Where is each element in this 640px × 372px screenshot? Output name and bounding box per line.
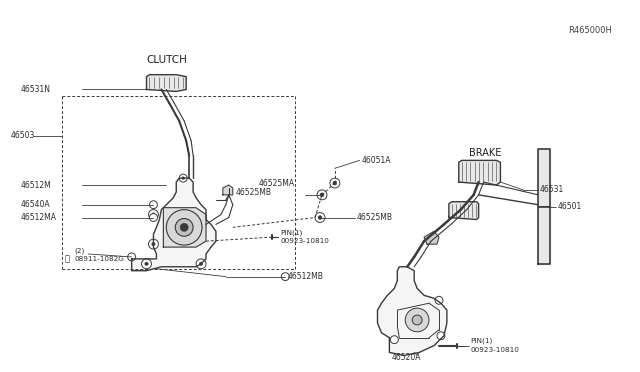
Polygon shape — [147, 75, 186, 92]
Circle shape — [128, 253, 136, 261]
Circle shape — [435, 296, 443, 304]
Circle shape — [150, 214, 157, 221]
Text: 46540A: 46540A — [20, 200, 51, 209]
Circle shape — [141, 259, 152, 269]
Circle shape — [315, 212, 325, 222]
Text: 46531: 46531 — [540, 185, 564, 195]
Text: 46525MB: 46525MB — [356, 213, 393, 222]
Circle shape — [150, 201, 157, 209]
Circle shape — [317, 190, 327, 200]
Text: 46520A: 46520A — [392, 353, 421, 362]
Polygon shape — [459, 160, 500, 185]
Text: Ⓝ: Ⓝ — [64, 254, 69, 263]
Text: 00923-10810: 00923-10810 — [280, 238, 329, 244]
Text: BRAKE: BRAKE — [469, 148, 502, 157]
Polygon shape — [132, 178, 216, 271]
Circle shape — [318, 215, 322, 219]
Text: PIN(1): PIN(1) — [280, 229, 303, 235]
Polygon shape — [163, 208, 206, 247]
Circle shape — [145, 262, 148, 266]
Text: R465000H: R465000H — [568, 26, 612, 35]
Circle shape — [182, 177, 184, 180]
Circle shape — [196, 259, 206, 269]
Text: PIN(1): PIN(1) — [470, 337, 493, 344]
Text: 46512M: 46512M — [20, 180, 51, 189]
Text: 46501: 46501 — [558, 202, 582, 211]
Circle shape — [437, 332, 445, 340]
Circle shape — [333, 181, 337, 185]
Circle shape — [282, 273, 289, 280]
Polygon shape — [223, 185, 233, 195]
Circle shape — [330, 178, 340, 188]
Polygon shape — [378, 267, 447, 355]
Circle shape — [152, 243, 155, 246]
Circle shape — [148, 210, 159, 219]
Text: 46512MB: 46512MB — [287, 272, 323, 281]
Polygon shape — [424, 231, 439, 244]
Circle shape — [390, 336, 398, 344]
Text: 00923-10810: 00923-10810 — [470, 347, 520, 353]
Text: 46051A: 46051A — [362, 156, 391, 165]
Text: CLUTCH: CLUTCH — [146, 55, 187, 65]
Text: 46525MA: 46525MA — [259, 179, 294, 187]
Polygon shape — [449, 202, 479, 219]
Circle shape — [180, 224, 188, 231]
Circle shape — [320, 193, 324, 197]
Text: 46531N: 46531N — [20, 85, 51, 94]
Text: 46512MA: 46512MA — [20, 213, 56, 222]
Text: 46525MB: 46525MB — [236, 188, 272, 198]
Polygon shape — [538, 148, 550, 264]
Circle shape — [148, 239, 159, 249]
Text: 46503: 46503 — [11, 131, 35, 140]
Text: (2): (2) — [74, 248, 84, 254]
Circle shape — [175, 218, 193, 236]
Text: 08911-1082G: 08911-1082G — [74, 256, 124, 262]
Circle shape — [152, 213, 155, 216]
Circle shape — [199, 262, 203, 266]
Circle shape — [166, 210, 202, 245]
Circle shape — [179, 174, 187, 182]
Circle shape — [412, 315, 422, 325]
Circle shape — [405, 308, 429, 332]
